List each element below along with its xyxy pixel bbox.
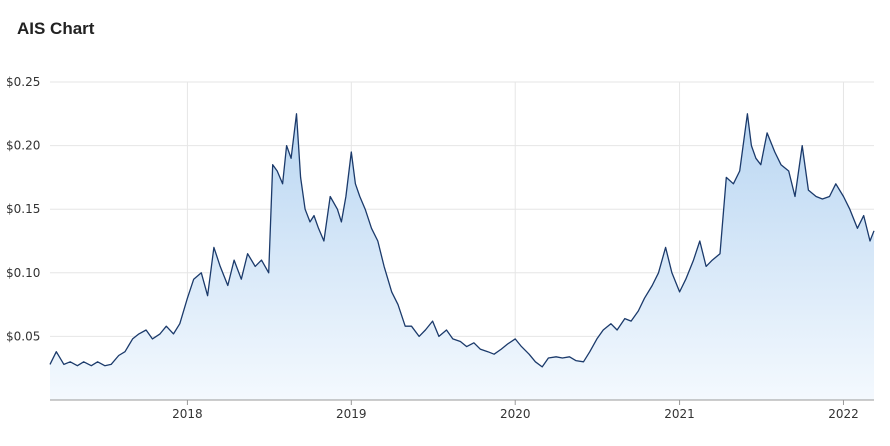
y-tick-label: $0.10 xyxy=(6,266,40,280)
y-tick-label: $0.20 xyxy=(6,139,40,153)
y-tick-label: $0.25 xyxy=(6,75,40,89)
x-axis: 2018 2019 2020 2021 2022 xyxy=(172,400,859,421)
y-axis: $0.05 $0.10 $0.15 $0.20 $0.25 xyxy=(6,75,40,343)
x-tick-label: 2022 xyxy=(828,407,859,421)
x-tick-label: 2021 xyxy=(664,407,695,421)
price-area xyxy=(50,113,874,401)
y-tick-label: $0.05 xyxy=(6,329,40,343)
x-tick-label: 2020 xyxy=(500,407,531,421)
x-tick-label: 2018 xyxy=(172,407,203,421)
price-line xyxy=(49,113,875,368)
x-tick-label: 2019 xyxy=(336,407,367,421)
y-tick-label: $0.15 xyxy=(6,202,40,216)
page-title: AIS Chart xyxy=(17,19,95,38)
